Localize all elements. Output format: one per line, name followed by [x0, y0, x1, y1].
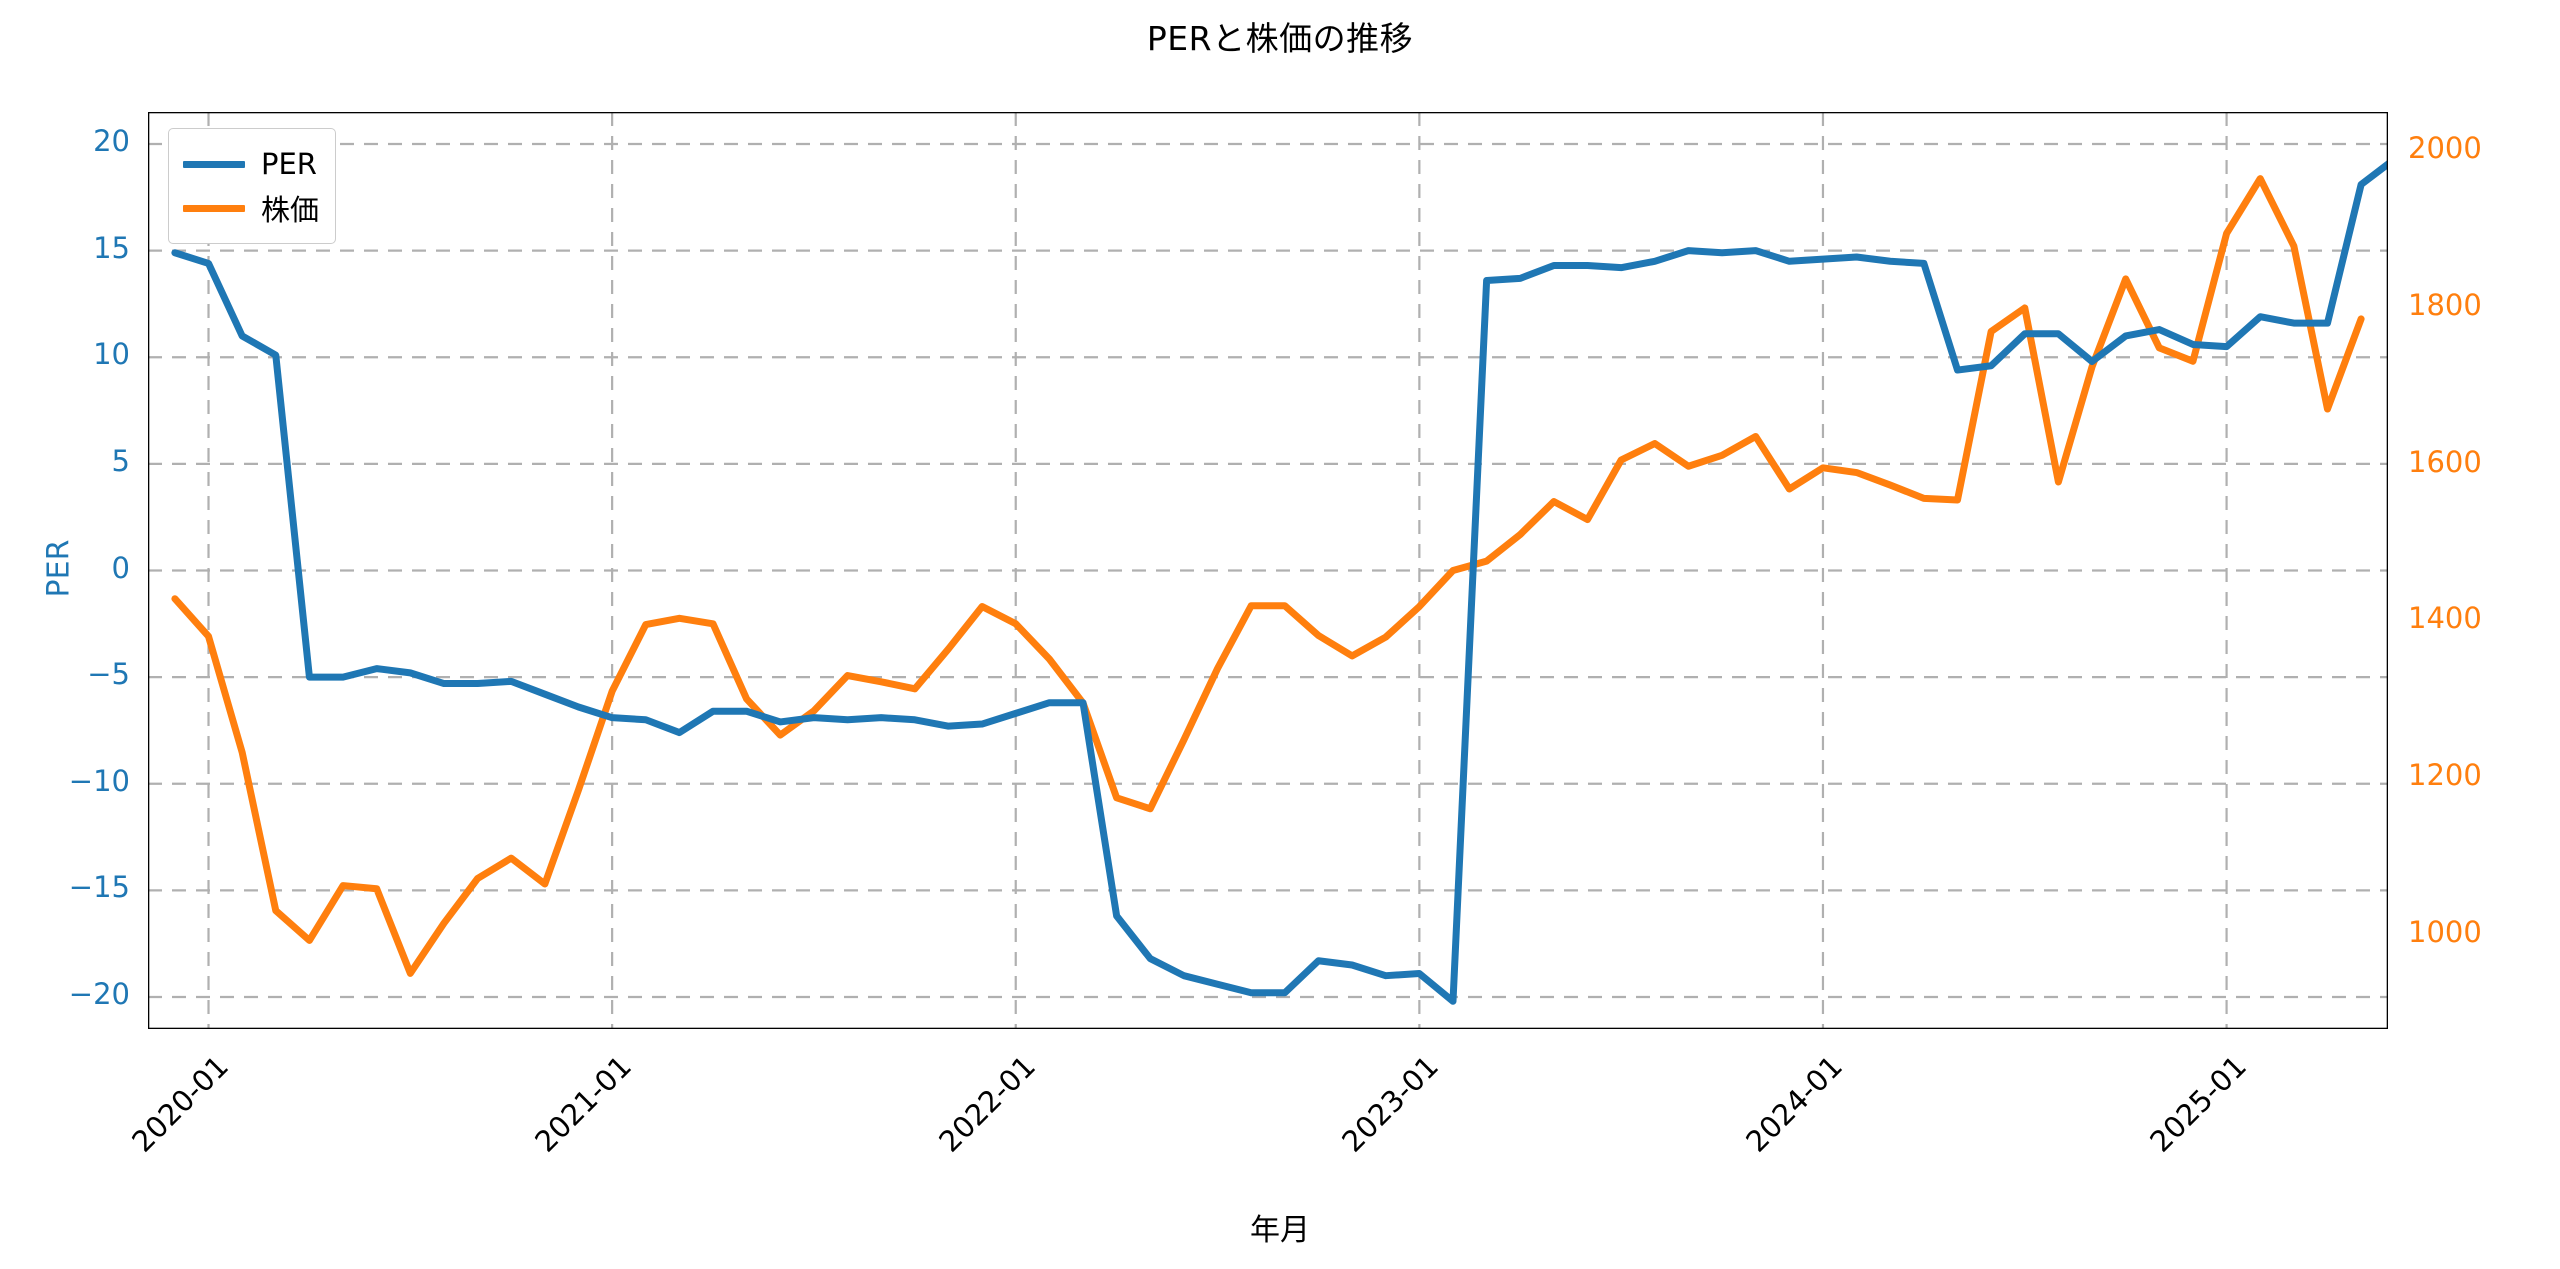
y-tick-right-3: 1400	[2408, 601, 2482, 636]
y-tick-left-7: −15	[68, 870, 130, 905]
series-line-per	[171, 159, 2388, 1005]
series-line-kabuka	[171, 175, 2365, 977]
y-tick-left-4: 0	[111, 550, 130, 585]
y-tick-right-0: 2000	[2408, 131, 2482, 166]
y-axis-left-label: PER	[41, 539, 77, 597]
plot-svg	[148, 112, 2388, 1029]
y-axis-right-label: 株価（円）	[2553, 498, 2560, 648]
y-tick-right-2: 1600	[2408, 444, 2482, 479]
y-tick-left-0: 20	[93, 123, 130, 158]
plot-area	[148, 112, 2388, 1029]
y-tick-left-1: 15	[93, 230, 130, 265]
y-tick-left-8: −20	[68, 977, 130, 1011]
legend-label-kabuka: 株価	[261, 193, 320, 227]
x-tick-3: 2023-01	[1335, 1049, 1446, 1159]
x-tick-1: 2021-01	[528, 1049, 639, 1159]
y-tick-left-2: 10	[93, 337, 130, 372]
y-tick-right-5: 1000	[2408, 914, 2482, 949]
y-tick-left-5: −5	[87, 657, 130, 692]
x-tick-4: 2024-01	[1739, 1049, 1849, 1159]
x-tick-0: 2020-01	[124, 1049, 235, 1159]
legend-swatch-kabuka	[183, 204, 245, 212]
x-tick-5: 2025-01	[2142, 1049, 2253, 1159]
chart-title: PERと株価の推移	[1146, 19, 1414, 58]
legend-label-per: PER	[261, 147, 317, 181]
y-tick-right-4: 1200	[2408, 758, 2482, 793]
y-tick-left-6: −10	[68, 763, 130, 798]
chart-legend[interactable]: PER 株価	[168, 128, 337, 244]
legend-swatch-per	[183, 160, 245, 168]
legend-item-kabuka[interactable]: 株価	[183, 186, 319, 230]
legend-item-per[interactable]: PER	[183, 142, 319, 186]
x-axis-label: 年月	[1250, 1213, 1310, 1248]
y-tick-right-1: 1800	[2408, 287, 2482, 322]
grid-horizontal	[148, 142, 2388, 999]
x-tick-2: 2022-01	[932, 1049, 1042, 1159]
y-tick-left-3: 5	[111, 443, 130, 478]
